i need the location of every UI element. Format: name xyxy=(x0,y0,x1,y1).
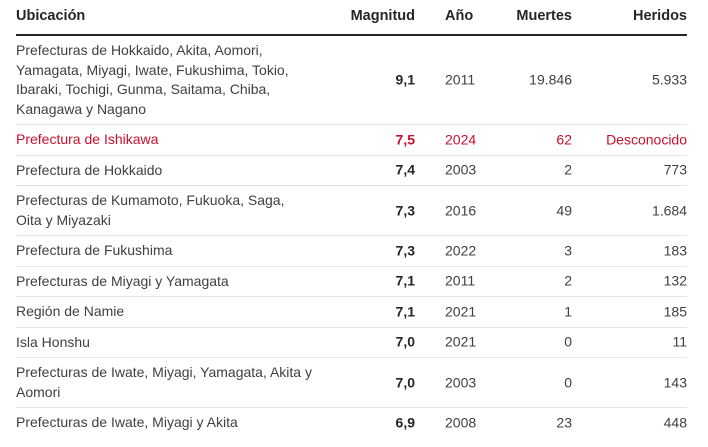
magnitude-cell: 7,0 xyxy=(395,333,415,350)
table-row: Prefectura de Fukushima 7,3 2022 3 183 xyxy=(16,236,687,267)
table-row: Prefecturas de Hokkaido, Akita, Aomori, … xyxy=(16,36,687,125)
table-row: Prefecturas de Miyagi y Yamagata 7,1 201… xyxy=(16,267,687,297)
year-cell: 2011 xyxy=(445,71,476,88)
year-cell: 2016 xyxy=(445,201,477,218)
magnitude-cell: 9,1 xyxy=(395,71,415,88)
year-cell: 2021 xyxy=(445,333,477,350)
table-row: Región de Namie 7,1 2021 1 185 xyxy=(16,297,687,328)
deaths-cell: 0 xyxy=(564,373,572,390)
deaths-cell: 0 xyxy=(564,333,572,350)
deaths-cell: 3 xyxy=(564,242,572,258)
location-cell: Prefectura de Ishikawa xyxy=(16,131,159,147)
location-cell: Prefecturas de Hokkaido, Akita, Aomori, … xyxy=(16,42,289,117)
injured-cell: 1.684 xyxy=(651,201,687,218)
magnitude-cell: 7,3 xyxy=(395,201,415,218)
injured-cell: 185 xyxy=(663,303,687,319)
magnitude-cell: 7,4 xyxy=(395,161,415,178)
table-row-highlighted: Prefectura de Ishikawa 7,5 2024 62 Desco… xyxy=(16,125,687,156)
injured-cell: 5.933 xyxy=(651,71,687,88)
location-cell: Prefecturas de Iwate, Miyagi y Akita xyxy=(16,414,238,430)
column-header-magnitude[interactable]: Magnitud xyxy=(350,8,415,24)
table-row: Prefecturas de Kumamoto, Fukuoka, Saga, … xyxy=(16,186,687,236)
magnitude-cell: 7,5 xyxy=(395,131,415,147)
injured-cell: 773 xyxy=(663,161,687,178)
location-cell: Prefecturas de Kumamoto, Fukuoka, Saga, … xyxy=(16,192,285,228)
injured-cell: 183 xyxy=(663,242,687,258)
injured-cell: 448 xyxy=(663,414,687,430)
magnitude-cell: 6,9 xyxy=(395,414,415,430)
table-row: Prefecturas de Iwate, Miyagi, Yamagata, … xyxy=(16,358,687,408)
location-cell: Prefectura de Fukushima xyxy=(16,242,173,258)
injured-cell: 132 xyxy=(663,272,687,289)
year-cell: 2008 xyxy=(445,414,477,430)
deaths-cell: 19.846 xyxy=(529,71,572,88)
table-header: Ubicación Magnitud Año Muertes Heridos xyxy=(16,0,687,36)
deaths-cell: 62 xyxy=(556,131,572,147)
year-cell: 2021 xyxy=(445,303,477,319)
location-cell: Isla Honshu xyxy=(16,333,90,350)
deaths-cell: 2 xyxy=(564,161,572,178)
table-row: Prefecturas de Iwate, Miyagi y Akita 6,9… xyxy=(16,408,687,438)
year-cell: 2003 xyxy=(445,161,477,178)
injured-cell: 143 xyxy=(663,373,687,390)
column-header-location[interactable]: Ubicación xyxy=(16,8,86,24)
table-row: Isla Honshu 7,0 2021 0 11 xyxy=(16,328,687,358)
location-cell: Prefecturas de Miyagi y Yamagata xyxy=(16,272,229,289)
magnitude-cell: 7,1 xyxy=(395,272,415,289)
year-cell: 2022 xyxy=(445,242,477,258)
deaths-cell: 1 xyxy=(564,303,572,319)
year-cell: 2024 xyxy=(445,131,477,147)
location-cell: Región de Namie xyxy=(16,303,125,319)
deaths-cell: 49 xyxy=(556,201,572,218)
column-header-deaths[interactable]: Muertes xyxy=(516,8,572,24)
table-row: Prefectura de Hokkaido 7,4 2003 2 773 xyxy=(16,156,687,186)
injured-cell: Desconocido xyxy=(606,131,687,147)
column-header-year[interactable]: Año xyxy=(445,8,474,24)
year-cell: 2011 xyxy=(445,272,476,289)
magnitude-cell: 7,1 xyxy=(395,303,415,319)
deaths-cell: 23 xyxy=(556,414,572,430)
year-cell: 2003 xyxy=(445,373,477,390)
magnitude-cell: 7,0 xyxy=(395,373,415,390)
injured-cell: 11 xyxy=(672,333,687,350)
magnitude-cell: 7,3 xyxy=(395,242,415,258)
location-cell: Prefecturas de Iwate, Miyagi, Yamagata, … xyxy=(16,364,312,400)
column-header-injured[interactable]: Heridos xyxy=(633,8,687,24)
location-cell: Prefectura de Hokkaido xyxy=(16,161,163,178)
deaths-cell: 2 xyxy=(564,272,572,289)
earthquake-table: Ubicación Magnitud Año Muertes Heridos P… xyxy=(16,0,687,438)
